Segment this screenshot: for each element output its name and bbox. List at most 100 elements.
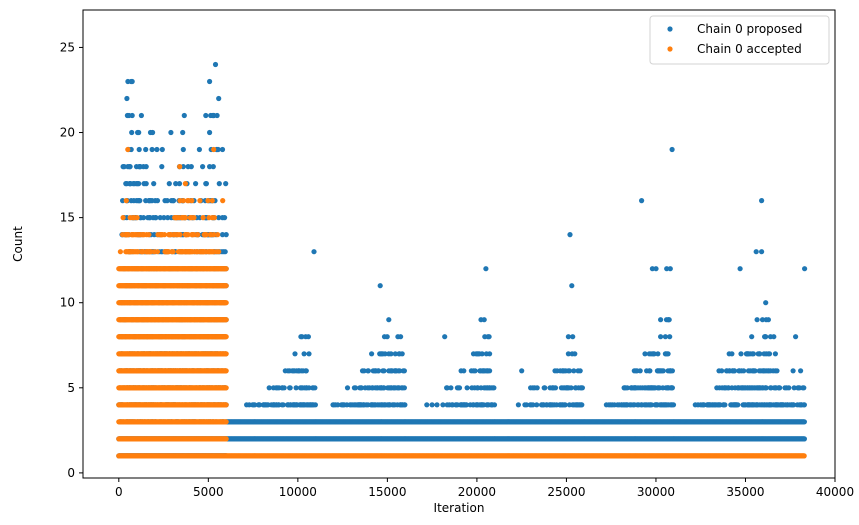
data-point: [765, 317, 772, 323]
data-point: [801, 402, 808, 408]
data-point: [214, 112, 220, 119]
data-point: [719, 368, 725, 374]
data-point: [750, 351, 757, 357]
data-point: [461, 368, 467, 374]
data-point: [136, 146, 142, 153]
data-point: [136, 181, 142, 187]
data-point-outlier: [528, 385, 534, 391]
data-point: [774, 368, 780, 374]
data-point: [801, 385, 807, 391]
data-point: [392, 351, 398, 357]
data-point: [180, 164, 186, 170]
data-point: [159, 146, 165, 153]
data-point: [772, 351, 779, 357]
data-point: [729, 351, 735, 357]
data-point: [566, 368, 573, 374]
data-point: [456, 385, 463, 391]
data-point: [157, 215, 163, 221]
data-point: [140, 215, 147, 221]
data-point: [222, 215, 228, 221]
data-point: [127, 164, 133, 170]
data-point: [515, 402, 522, 408]
data-point: [398, 334, 404, 340]
data-point: [266, 385, 272, 391]
data-point: [534, 402, 540, 408]
data-point: [312, 385, 318, 391]
data-point: [256, 402, 263, 408]
data-point: [149, 146, 155, 153]
data-point-outlier: [802, 266, 808, 272]
data-point: [361, 368, 367, 374]
data-point: [165, 215, 171, 221]
data-point: [143, 164, 149, 170]
data-point: [280, 402, 286, 408]
data-point: [306, 351, 312, 357]
data-point: [388, 351, 394, 357]
data-point: [344, 385, 351, 391]
data-point: [299, 334, 305, 340]
data-point: [365, 368, 371, 374]
data-point: [722, 402, 728, 408]
data-point: [129, 112, 135, 119]
data-point: [570, 334, 576, 340]
data-point: [766, 351, 773, 357]
data-point: [207, 78, 213, 85]
data-point: [763, 334, 769, 340]
data-point: [790, 368, 796, 374]
points-layer: [116, 61, 808, 459]
data-point-outlier: [737, 266, 743, 272]
data-point: [151, 181, 157, 187]
data-point-outlier: [667, 266, 673, 272]
data-point: [154, 146, 160, 153]
data-point: [669, 368, 676, 374]
data-point: [335, 402, 341, 408]
data-point: [568, 385, 574, 391]
data-point: [281, 385, 287, 391]
data-point: [292, 351, 298, 357]
data-point-outlier: [519, 368, 525, 374]
data-point: [487, 368, 493, 374]
data-point: [216, 95, 222, 102]
data-point: [741, 368, 747, 374]
data-point: [207, 129, 213, 136]
data-point: [487, 351, 493, 357]
data-point: [143, 146, 149, 153]
data-point-outlier: [639, 198, 645, 204]
data-point: [660, 368, 666, 374]
data-point: [252, 402, 258, 408]
data-point: [153, 215, 159, 221]
data-point: [542, 385, 548, 391]
data-point: [658, 317, 664, 323]
data-point: [181, 112, 187, 119]
data-point: [749, 334, 755, 340]
data-point: [579, 385, 586, 391]
data-point: [534, 385, 540, 391]
data-point: [655, 351, 661, 357]
data-point: [491, 402, 498, 408]
data-point: [464, 385, 470, 391]
data-point: [176, 181, 183, 187]
data-point: [216, 215, 222, 221]
data-point: [735, 402, 741, 408]
data-point: [786, 385, 792, 391]
data-point-outlier: [569, 283, 575, 289]
data-point: [287, 385, 293, 391]
data-point: [670, 402, 677, 408]
data-point: [352, 385, 359, 391]
data-point: [216, 181, 222, 187]
data-point: [164, 198, 170, 204]
data-point: [647, 368, 653, 374]
data-point: [303, 368, 309, 374]
data-point: [161, 215, 167, 221]
data-point: [434, 402, 440, 408]
data-point: [381, 368, 387, 374]
data-point: [121, 164, 127, 170]
data-point: [312, 402, 318, 408]
data-point: [440, 402, 446, 408]
data-point: [397, 368, 403, 374]
data-point: [212, 61, 219, 68]
data-point: [215, 146, 221, 153]
data-point: [448, 385, 454, 391]
data-point: [120, 215, 126, 221]
